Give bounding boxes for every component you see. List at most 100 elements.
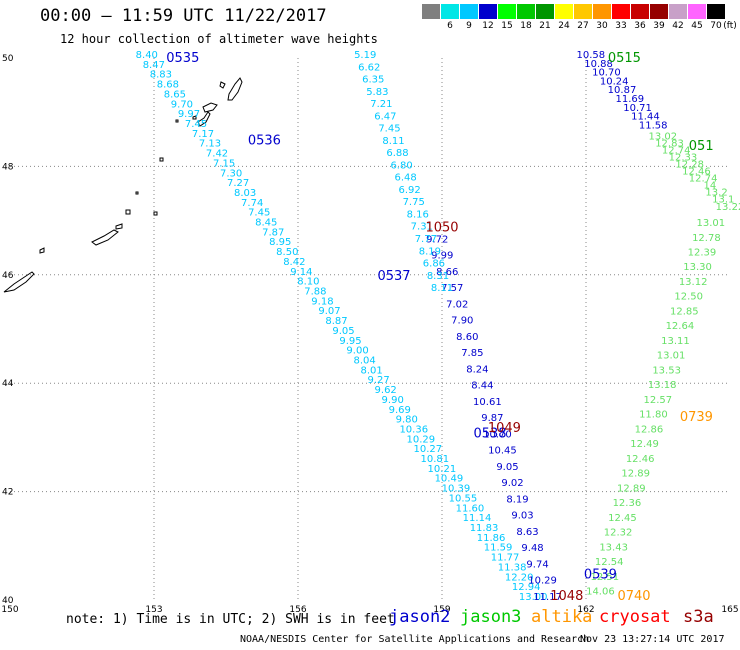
wave-height-value: 14 — [703, 181, 716, 192]
wave-height-value: 8.63 — [516, 527, 538, 538]
wave-height-value: 6.80 — [390, 160, 412, 171]
wave-height-value: 5.83 — [366, 87, 388, 98]
wave-height-value: 12.39 — [688, 248, 717, 259]
graticule — [10, 58, 730, 600]
wave-height-value: 11.86 — [477, 533, 506, 544]
pass-number-label: 0536 — [248, 134, 281, 149]
wave-height-value: 8.50 — [276, 247, 298, 258]
wave-height-value: 7.31 — [411, 222, 433, 233]
wave-height-value: 13.2 — [705, 188, 727, 199]
lon-tick-label: 162 — [577, 605, 594, 615]
legend-swatch — [536, 4, 554, 19]
pass-number-label: 0538 — [473, 426, 506, 441]
island — [135, 191, 139, 195]
lat-tick-label: 42 — [2, 488, 13, 498]
wave-height-value: 7.74 — [241, 198, 263, 209]
wave-height-value: 14.06 — [586, 587, 615, 598]
legend-jason2: jason2 — [389, 607, 451, 627]
legend-swatch — [631, 4, 649, 19]
wave-height-value: 7.45 — [185, 119, 207, 130]
legend-swatch — [612, 4, 630, 19]
wave-height-value: 7.21 — [370, 99, 392, 110]
island — [39, 247, 45, 254]
wave-height-value: 10.29 — [406, 434, 435, 445]
wave-height-value: 12.86 — [635, 424, 664, 435]
wave-height-value: 10.70 — [483, 429, 512, 440]
wave-height-value: 7.02 — [446, 299, 468, 310]
legend-label: 27 — [577, 21, 589, 31]
wave-height-value: 11.58 — [639, 120, 668, 131]
altimeter-tracks: 8.408.478.838.688.659.709.977.457.177.13… — [136, 50, 740, 603]
island — [227, 77, 243, 101]
wave-height-value: 10.29 — [528, 576, 557, 587]
wave-height-value: 9.62 — [375, 385, 397, 396]
legend-swatch — [593, 4, 611, 19]
legend-jason3: jason3 — [460, 607, 522, 627]
wave-height-value: 12.57 — [643, 395, 672, 406]
island — [125, 209, 131, 215]
wave-height-value: 12.20 — [505, 572, 534, 583]
wave-height-value: 7.87 — [262, 227, 284, 238]
wave-height-value: 11.60 — [456, 503, 485, 514]
wave-height-value: 8.60 — [456, 332, 478, 343]
pass-number-label: 0515 — [608, 51, 641, 66]
legend-swatch — [517, 4, 535, 19]
wave-height-value: 13.00 — [519, 592, 548, 603]
wave-height-value: 10.61 — [473, 397, 502, 408]
wave-height-value: 7.30 — [220, 168, 242, 179]
legend-label: 21 — [539, 21, 551, 31]
wave-height-value: 8.83 — [150, 70, 172, 81]
pass-number-label: 0739 — [680, 410, 713, 425]
wave-height-value: 7.15 — [213, 158, 235, 169]
wave-height-value: 10.71 — [623, 103, 652, 114]
wave-height-value: 8.47 — [143, 60, 165, 71]
wave-height-value: 12.51 — [590, 572, 619, 583]
wave-height-value: 9.90 — [382, 395, 404, 406]
wave-height-value: 6.35 — [362, 75, 384, 86]
island — [159, 157, 164, 162]
wave-height-value: 9.05 — [496, 462, 518, 473]
pass-number-label: 0539 — [584, 567, 617, 582]
map-title: 00:00 – 11:59 UTC 11/22/2017 — [40, 6, 327, 26]
island — [175, 119, 179, 123]
wave-height-value: 12.36 — [613, 498, 642, 509]
legend-swatch — [669, 4, 687, 19]
wave-height-value: 8.66 — [436, 267, 458, 278]
axis-tick-labels: 150 153 156 159 162 165 50 48 46 44 42 40 — [1, 54, 738, 615]
wave-height-value: 12.33 — [669, 152, 698, 163]
credit-line: NOAA/NESDIS Center for Satellite Applica… — [240, 634, 590, 645]
wave-height-value: 8.65 — [164, 89, 186, 100]
coastline — [3, 77, 243, 293]
pass-number-label: 1050 — [425, 220, 458, 235]
wave-height-value: 7.75 — [403, 197, 425, 208]
legend-label: 6 — [447, 21, 453, 31]
lon-tick-label: 159 — [433, 605, 450, 615]
legend-swatch — [422, 4, 440, 19]
wave-height-value: 8.11 — [382, 136, 404, 147]
wave-height-value: 11.80 — [639, 410, 668, 421]
wave-height-value: 12.89 — [621, 469, 650, 480]
pass-number-label: 1048 — [550, 589, 583, 604]
lon-tick-label: 156 — [289, 605, 306, 615]
wave-height-value: 12.83 — [655, 138, 684, 149]
wave-height-value: 12.54 — [595, 557, 624, 568]
wave-height-value: 6.92 — [399, 185, 421, 196]
wave-height-value: 8.42 — [283, 257, 305, 268]
wave-height-value: 10.27 — [413, 444, 442, 455]
wave-height-value: 9.14 — [290, 267, 312, 278]
wave-height-value: 13.1 — [712, 195, 734, 206]
wave-height-value: 9.70 — [171, 99, 193, 110]
wave-height-value: 8.10 — [297, 277, 319, 288]
legend-swatch — [574, 4, 592, 19]
legend-label: 15 — [501, 21, 513, 31]
island — [3, 271, 35, 293]
wave-height-value: 9.87 — [481, 413, 503, 424]
wave-height-value: 10.49 — [435, 474, 464, 485]
wave-height-value: 12.46 — [626, 454, 655, 465]
lon-tick-label: 153 — [145, 605, 162, 615]
wave-height-value: 9.02 — [501, 478, 523, 489]
legend-label: 9 — [466, 21, 472, 31]
legend-swatch — [707, 4, 725, 19]
legend-label: 36 — [634, 21, 646, 31]
wave-height-value: 13.11 — [661, 336, 690, 347]
